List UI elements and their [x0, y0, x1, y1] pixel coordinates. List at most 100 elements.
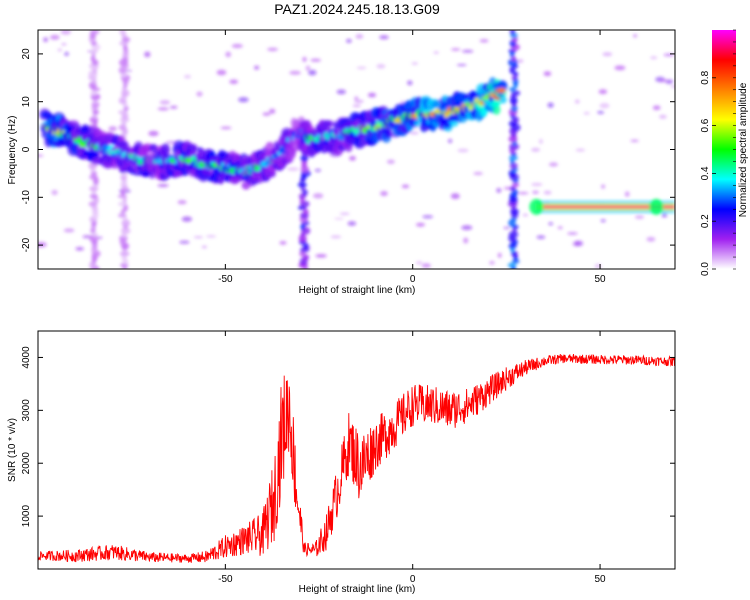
heat-speckle	[367, 92, 377, 98]
snr-y-ticks: 1000 2000 3000 4000	[21, 346, 675, 527]
heat-streak-blob	[92, 232, 99, 237]
heat-speckle	[126, 69, 132, 72]
heat-streak-blob	[90, 170, 97, 176]
heat-streak-blob	[91, 101, 100, 108]
heat-speckle	[421, 263, 431, 268]
heat-speckle	[302, 56, 307, 63]
heat-speckle	[356, 66, 367, 70]
heat-speckle	[597, 110, 605, 114]
heat-speckle	[633, 34, 638, 38]
heat-speckle	[315, 254, 327, 258]
heat-speckle	[64, 51, 69, 56]
heat-speckle	[179, 240, 190, 244]
heat-speckle	[225, 51, 232, 58]
heat-speckle	[457, 148, 469, 153]
heat-streak-blob	[510, 186, 516, 191]
heat-speckle	[229, 79, 239, 85]
heat-ridge-halo	[414, 119, 421, 127]
x-tick-label: 50	[594, 274, 606, 285]
heat-streak-blob	[508, 231, 519, 238]
heat-speckle	[416, 222, 425, 227]
heat-speckle	[670, 85, 675, 88]
heat-speckle	[287, 167, 299, 172]
heat-streak-blob	[511, 75, 518, 81]
heat-streak-blob	[511, 259, 520, 264]
heat-speckle	[448, 138, 453, 144]
colorbar: 0.0 0.2 0.4 0.6 0.8 Normalized spectral ampl…	[700, 29, 749, 276]
heat-ridge-halo	[496, 80, 508, 91]
heat-speckle	[231, 43, 243, 49]
heat-speckle	[456, 64, 467, 66]
heat-ridge-halo	[492, 98, 501, 107]
heat-speckle	[159, 100, 171, 105]
heat-speckle	[157, 107, 169, 111]
heat-speckle	[614, 65, 626, 71]
heat-streak-blob	[90, 90, 97, 96]
heat-speckle	[61, 43, 67, 46]
heat-tone-node	[529, 198, 544, 215]
heat-speckle	[652, 105, 661, 111]
heat-speckle	[206, 235, 217, 238]
heat-streak-blob	[507, 262, 517, 268]
heat-speckle	[650, 56, 658, 60]
heat-speckle	[157, 183, 169, 188]
spectrogram-heat-layer	[38, 30, 675, 269]
heat-speckle	[602, 52, 613, 57]
heat-streak-blob	[91, 44, 101, 51]
heat-streak-blob	[119, 30, 126, 35]
heat-speckle	[522, 213, 529, 217]
heat-speckle	[347, 221, 357, 226]
colorbar-tick-label: 0.2	[700, 214, 711, 228]
heat-speckle	[305, 65, 311, 71]
heat-speckle	[267, 47, 279, 52]
heat-streak-blob	[118, 213, 127, 218]
heat-speckle	[658, 78, 669, 83]
snr-frame	[37, 330, 676, 570]
heat-speckle	[312, 193, 324, 199]
heat-streak-blob	[120, 227, 131, 235]
heat-speckle	[60, 30, 71, 35]
heat-streak-blob	[121, 120, 127, 127]
snr-x-ticks: -50 0 50	[218, 331, 606, 585]
heat-streak-blob	[119, 41, 129, 46]
heat-streak-blob	[90, 30, 100, 35]
y-tick-label: -20	[21, 237, 32, 252]
heat-speckle	[346, 38, 352, 43]
heat-speckle	[463, 237, 469, 244]
heat-speckle	[479, 39, 489, 43]
heat-speckle	[43, 37, 49, 42]
heat-streak-blob	[512, 228, 517, 234]
chart-title: PAZ1.2024.245.18.13.G09	[274, 1, 440, 17]
heat-speckle	[144, 51, 151, 58]
colorbar-tick-label: 0.6	[700, 118, 711, 132]
heat-streak-blob	[508, 58, 518, 67]
heat-speckle	[538, 138, 543, 145]
heat-speckle	[598, 89, 608, 95]
heat-speckle	[496, 188, 502, 193]
heat-speckle	[177, 200, 187, 205]
colorbar-tick-label: 0.8	[700, 70, 711, 84]
heat-speckle	[262, 112, 271, 116]
heat-ridge-halo	[449, 120, 459, 127]
heat-tone-core	[542, 205, 675, 209]
heat-speckle	[411, 62, 418, 65]
spectrogram-y-ticks: -20 -10 0 10 20	[21, 48, 675, 252]
heat-speckle	[450, 193, 460, 200]
heat-speckle	[547, 102, 554, 108]
y-tick-label: 0	[21, 146, 32, 152]
heat-ridge-halo	[228, 174, 241, 185]
heat-ridge-halo	[384, 130, 392, 139]
snr-y-axis-label: SNR (10 * v/v)	[7, 418, 18, 482]
heat-streak-blob	[298, 234, 307, 243]
colorbar-label: Normalized spectral amplitude	[738, 82, 749, 217]
heat-streak-blob	[121, 219, 131, 227]
heat-streak-blob	[121, 185, 129, 192]
heat-streak-blob	[90, 56, 96, 62]
y-tick-label: 4000	[21, 346, 32, 369]
heat-speckle	[314, 168, 321, 172]
heat-speckle	[531, 182, 543, 187]
heat-speckle	[548, 162, 559, 167]
heat-speckle	[269, 108, 276, 114]
spectrogram-x-axis-label: Height of straight line (km)	[299, 285, 416, 296]
